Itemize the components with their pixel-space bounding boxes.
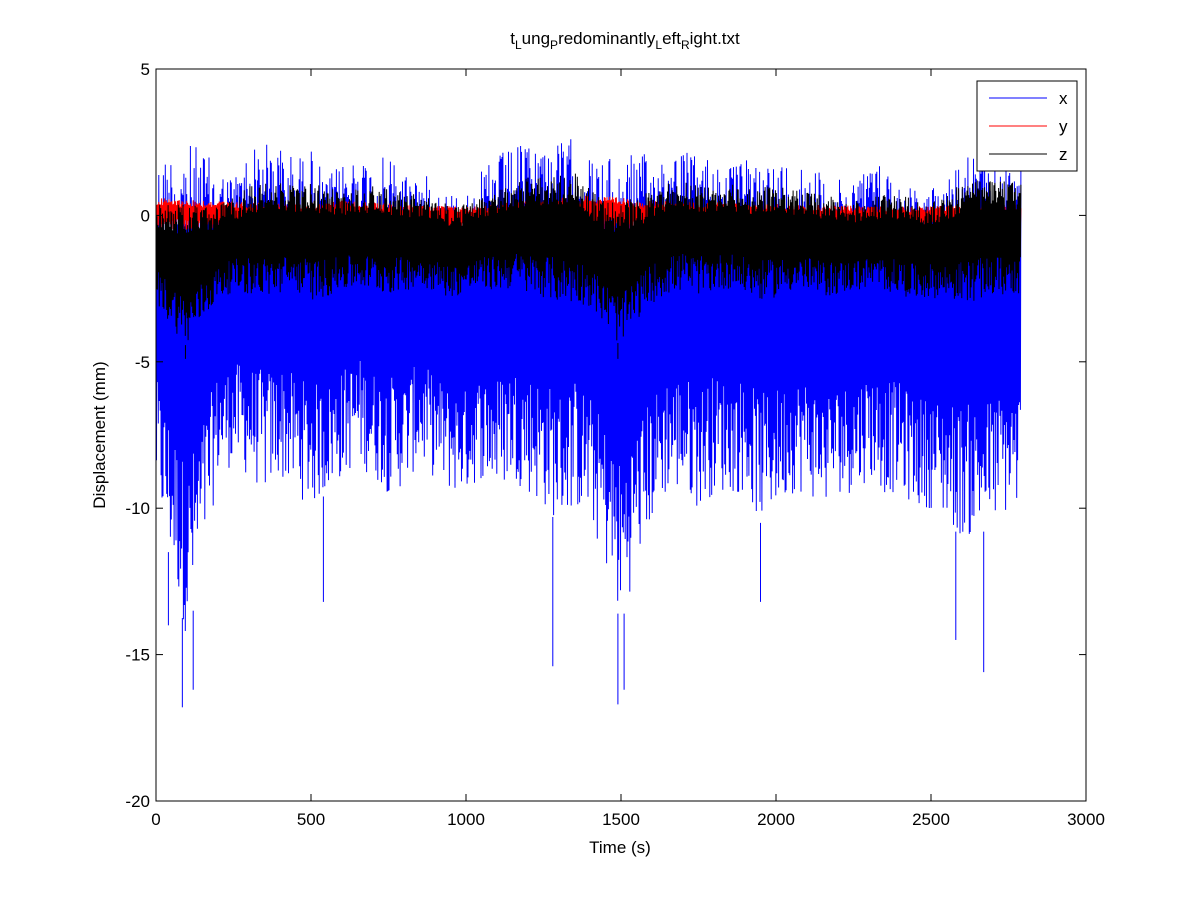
x-tick-label: 2500	[912, 810, 950, 829]
chart-title-part: redominantly	[558, 29, 656, 48]
chart-title-part: L	[515, 38, 522, 52]
chart-title-part: eft	[662, 29, 681, 48]
y-tick-label: -20	[125, 792, 150, 811]
y-tick-label: -10	[125, 499, 150, 518]
x-tick-label: 1500	[602, 810, 640, 829]
y-tick-label: -15	[125, 646, 150, 665]
ticks-layer: 0 500 1000 1500 2000 2500 3000 -20 -15 -10 -5 0 5	[125, 60, 1104, 829]
series-line-z	[156, 173, 1022, 341]
x-tick-label: 0	[151, 810, 160, 829]
chart-title-part: ight.txt	[690, 29, 740, 48]
chart-title-part: t	[510, 29, 515, 48]
chart-title-part: L	[655, 38, 662, 52]
x-tick-label: 1000	[447, 810, 485, 829]
chart-title-part: ung	[522, 29, 550, 48]
y-tick-label: 0	[141, 206, 150, 225]
x-axis-label: Time (s)	[589, 838, 651, 857]
x-tick-label: 3000	[1067, 810, 1105, 829]
y-tick-label: -5	[135, 353, 150, 372]
chart-title-part: R	[681, 38, 690, 52]
chart-title: tLungPredominantlyLeftRight.txt	[510, 29, 740, 52]
y-tick-label: 5	[141, 60, 150, 79]
chart-title-part: P	[550, 38, 558, 52]
x-tick-label: 500	[297, 810, 325, 829]
legend-label-y: y	[1059, 117, 1068, 136]
series-layer	[156, 139, 1022, 708]
legend: xyz	[976, 80, 1078, 172]
legend-label-x: x	[1059, 89, 1068, 108]
legend-label-z: z	[1059, 145, 1068, 164]
x-tick-label: 2000	[757, 810, 795, 829]
y-axis-label: Displacement (mm)	[90, 361, 109, 508]
